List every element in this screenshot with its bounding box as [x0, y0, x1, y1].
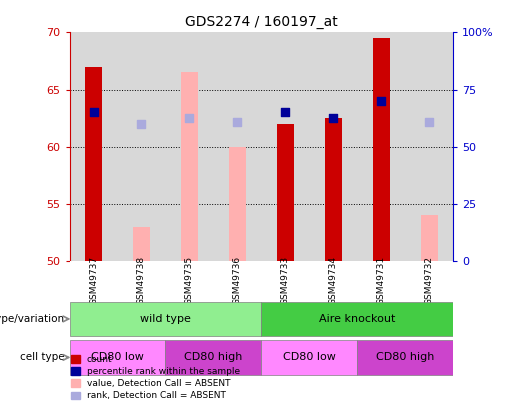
- Bar: [310, 32, 357, 261]
- Text: CD80 low: CD80 low: [91, 352, 144, 362]
- Bar: [277, 124, 294, 261]
- Text: GSM49736: GSM49736: [233, 256, 242, 305]
- Bar: [405, 32, 453, 261]
- Title: GDS2274 / 160197_at: GDS2274 / 160197_at: [185, 15, 338, 29]
- Bar: [261, 32, 310, 261]
- Text: GSM49738: GSM49738: [137, 256, 146, 305]
- Bar: [70, 32, 117, 261]
- Text: Aire knockout: Aire knockout: [319, 314, 396, 324]
- Bar: [373, 38, 390, 261]
- Text: GSM49732: GSM49732: [425, 256, 434, 305]
- Bar: [261, 302, 453, 336]
- Point: [425, 118, 433, 125]
- Bar: [70, 340, 165, 375]
- Bar: [85, 67, 102, 261]
- Bar: [213, 32, 261, 261]
- Bar: [165, 340, 261, 375]
- Text: cell type: cell type: [20, 352, 65, 362]
- Bar: [229, 147, 246, 261]
- Text: CD80 high: CD80 high: [376, 352, 435, 362]
- Point: [329, 115, 337, 122]
- Bar: [70, 302, 261, 336]
- Text: CD80 high: CD80 high: [184, 352, 243, 362]
- Text: GSM49734: GSM49734: [329, 256, 338, 305]
- Bar: [165, 32, 213, 261]
- Bar: [117, 32, 165, 261]
- Bar: [357, 340, 453, 375]
- Text: GSM49733: GSM49733: [281, 256, 290, 305]
- Text: wild type: wild type: [140, 314, 191, 324]
- Bar: [133, 227, 150, 261]
- Bar: [325, 118, 341, 261]
- Bar: [357, 32, 405, 261]
- Legend: count, percentile rank within the sample, value, Detection Call = ABSENT, rank, : count, percentile rank within the sample…: [72, 355, 240, 401]
- Point: [281, 109, 289, 116]
- Text: GSM49731: GSM49731: [377, 256, 386, 305]
- Point: [377, 98, 385, 104]
- Text: genotype/variation: genotype/variation: [0, 314, 65, 324]
- Text: GSM49737: GSM49737: [89, 256, 98, 305]
- Bar: [181, 72, 198, 261]
- Bar: [261, 340, 357, 375]
- Text: GSM49735: GSM49735: [185, 256, 194, 305]
- Point: [185, 115, 194, 122]
- Point: [233, 118, 242, 125]
- Bar: [421, 215, 438, 261]
- Point: [90, 109, 98, 116]
- Text: CD80 low: CD80 low: [283, 352, 336, 362]
- Point: [138, 121, 146, 127]
